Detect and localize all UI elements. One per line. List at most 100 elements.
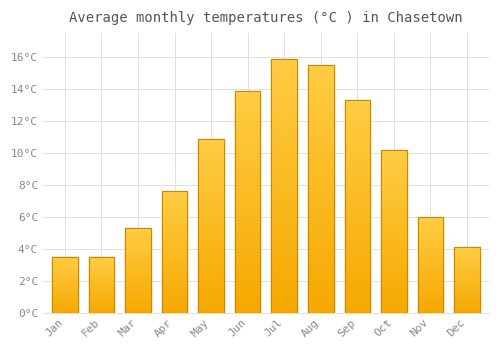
Bar — [162, 226, 188, 228]
Bar — [162, 228, 188, 229]
Bar — [344, 247, 370, 249]
Bar — [52, 286, 78, 287]
Bar — [162, 309, 188, 310]
Bar — [198, 168, 224, 170]
Bar — [235, 302, 260, 304]
Bar — [418, 260, 443, 261]
Bar — [272, 59, 297, 313]
Bar — [344, 308, 370, 310]
Bar — [344, 272, 370, 274]
Bar — [52, 266, 78, 267]
Bar — [235, 100, 260, 102]
Bar — [344, 119, 370, 121]
Bar — [125, 257, 151, 258]
Bar — [344, 181, 370, 183]
Bar — [308, 226, 334, 229]
Bar — [88, 264, 114, 265]
Bar — [52, 282, 78, 283]
Bar — [454, 311, 480, 312]
Bar — [162, 268, 188, 269]
Bar — [52, 272, 78, 273]
Bar — [418, 312, 443, 313]
Bar — [162, 269, 188, 270]
Bar — [418, 226, 443, 228]
Bar — [235, 261, 260, 264]
Bar — [381, 169, 406, 171]
Bar — [162, 264, 188, 265]
Bar — [235, 108, 260, 111]
Bar — [418, 279, 443, 280]
Bar — [162, 305, 188, 307]
Bar — [162, 240, 188, 241]
Bar — [272, 198, 297, 201]
Bar — [308, 231, 334, 233]
Bar — [272, 229, 297, 231]
Bar — [235, 273, 260, 275]
Bar — [88, 301, 114, 302]
Bar — [272, 188, 297, 191]
Bar — [381, 168, 406, 169]
Bar — [381, 262, 406, 264]
Bar — [308, 256, 334, 258]
Bar — [454, 307, 480, 308]
Bar — [235, 237, 260, 239]
Bar — [418, 233, 443, 234]
Bar — [198, 283, 224, 285]
Bar — [162, 244, 188, 245]
Bar — [88, 292, 114, 293]
Bar — [272, 259, 297, 262]
Bar — [418, 268, 443, 270]
Bar — [52, 264, 78, 265]
Bar — [308, 298, 334, 300]
Bar — [235, 228, 260, 231]
Bar — [381, 217, 406, 218]
Bar — [381, 233, 406, 234]
Bar — [381, 300, 406, 301]
Bar — [308, 300, 334, 303]
Bar — [381, 244, 406, 246]
Bar — [381, 259, 406, 260]
Bar — [418, 251, 443, 252]
Bar — [344, 266, 370, 268]
Bar — [344, 194, 370, 196]
Bar — [235, 257, 260, 259]
Bar — [454, 259, 480, 260]
Bar — [125, 278, 151, 279]
Bar — [272, 168, 297, 170]
Bar — [125, 259, 151, 260]
Bar — [125, 293, 151, 294]
Bar — [162, 194, 188, 195]
Bar — [198, 226, 224, 228]
Bar — [88, 262, 114, 263]
Bar — [235, 308, 260, 310]
Bar — [235, 160, 260, 162]
Bar — [308, 65, 334, 68]
Bar — [198, 292, 224, 294]
Bar — [308, 157, 334, 159]
Bar — [418, 305, 443, 306]
Bar — [454, 283, 480, 284]
Bar — [162, 235, 188, 236]
Bar — [454, 272, 480, 273]
Bar — [454, 260, 480, 261]
Bar — [272, 221, 297, 224]
Bar — [344, 219, 370, 221]
Bar — [418, 257, 443, 258]
Bar — [272, 120, 297, 122]
Bar — [344, 107, 370, 109]
Bar — [125, 236, 151, 237]
Bar — [454, 295, 480, 296]
Bar — [52, 280, 78, 281]
Bar — [52, 261, 78, 262]
Bar — [381, 203, 406, 205]
Bar — [454, 297, 480, 298]
Bar — [162, 247, 188, 248]
Bar — [162, 293, 188, 294]
Bar — [198, 170, 224, 172]
Bar — [344, 221, 370, 223]
Bar — [344, 304, 370, 306]
Bar — [198, 229, 224, 231]
Bar — [162, 225, 188, 226]
Bar — [125, 310, 151, 311]
Bar — [272, 249, 297, 252]
